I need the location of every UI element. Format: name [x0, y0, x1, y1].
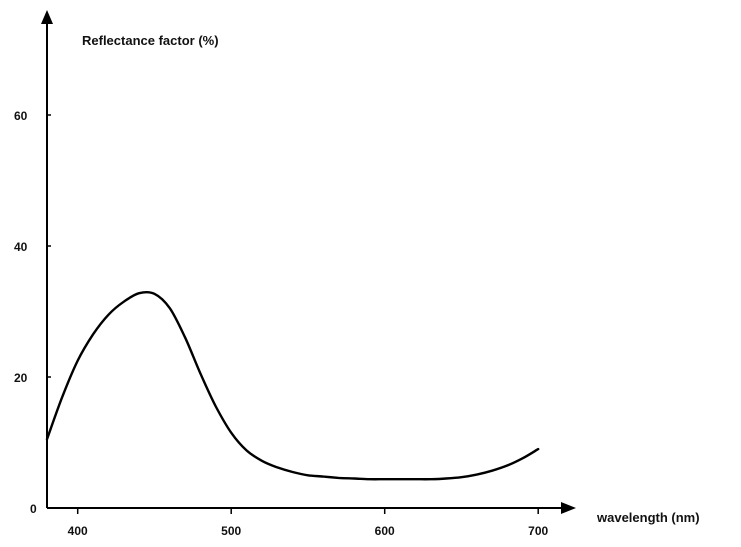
y-tick-label: 60	[14, 109, 28, 123]
tick-labels: 0 20 40 60 400 500 600 700	[14, 109, 549, 538]
y-tick-label: 0	[30, 502, 37, 516]
y-axis-label: Reflectance factor (%)	[82, 33, 219, 48]
x-axis-arrow	[561, 502, 576, 514]
x-tick-label: 500	[221, 524, 241, 538]
x-tick-label: 700	[528, 524, 548, 538]
x-tick-label: 600	[375, 524, 395, 538]
x-tick-label: 400	[68, 524, 88, 538]
x-axis-label: wavelength (nm)	[596, 510, 700, 525]
series-line	[45, 290, 540, 481]
y-axis-arrow	[41, 10, 53, 24]
y-tick-label: 20	[14, 371, 28, 385]
y-tick-label: 40	[14, 240, 28, 254]
axes	[41, 10, 576, 514]
